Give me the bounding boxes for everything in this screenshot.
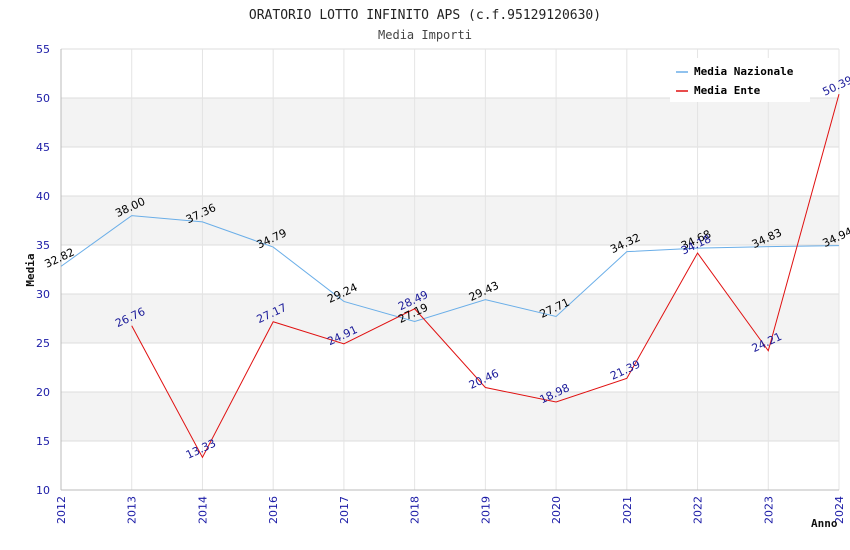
y-tick-label: 20 xyxy=(36,386,50,399)
series-lines xyxy=(60,94,840,459)
background-band xyxy=(61,294,839,343)
x-tick-label: 2019 xyxy=(479,496,492,524)
x-tick-label: 2013 xyxy=(126,496,139,524)
chart-subtitle: Media Importi xyxy=(378,28,472,42)
y-tick-label: 45 xyxy=(36,141,50,154)
y-tick-label: 15 xyxy=(36,435,50,448)
y-tick-label: 40 xyxy=(36,190,50,203)
x-tick-label: 2024 xyxy=(833,496,846,524)
x-tick-label: 2023 xyxy=(762,496,775,524)
x-axis-label: Anno xyxy=(811,517,838,530)
background-band xyxy=(61,98,839,147)
x-tick-label: 2014 xyxy=(196,496,209,524)
y-tick-label: 50 xyxy=(36,92,50,105)
plot-background-bands xyxy=(61,98,839,441)
y-axis-label: Media xyxy=(24,253,37,286)
y-tick-label: 25 xyxy=(36,337,50,350)
x-tick-label: 2017 xyxy=(338,496,351,524)
axes xyxy=(60,49,839,491)
series-line-media-nazionale xyxy=(60,215,840,323)
series-line-media-ente xyxy=(131,94,840,459)
y-tick-label: 55 xyxy=(36,43,50,56)
x-tick-label: 2022 xyxy=(692,496,705,524)
data-label: 50.39 xyxy=(820,73,850,98)
x-tick-label: 2016 xyxy=(267,496,280,524)
background-band xyxy=(61,392,839,441)
background-band xyxy=(61,196,839,245)
chart-title: ORATORIO LOTTO INFINITO APS (c.f.9512912… xyxy=(249,8,601,23)
data-label: 20.46 xyxy=(467,367,501,392)
legend-label-media-nazionale: Media Nazionale xyxy=(694,65,794,78)
x-tick-label: 2018 xyxy=(409,496,422,524)
y-tick-label: 30 xyxy=(36,288,50,301)
y-tick-label: 10 xyxy=(36,484,50,497)
x-tick-labels: 2012 2013 2014 2016 2017 2018 2019 2020 2021 2022… xyxy=(55,496,846,524)
y-tick-label: 35 xyxy=(36,239,50,252)
y-tick-labels: 10 15 20 25 30 35 40 45 50 55 xyxy=(36,43,50,497)
x-tick-label: 2012 xyxy=(55,496,68,524)
x-tick-label: 2020 xyxy=(550,496,563,524)
legend-label-media-ente: Media Ente xyxy=(694,84,761,97)
x-tick-label: 2021 xyxy=(621,496,634,524)
legend-box xyxy=(670,58,810,102)
legend: Media Nazionale Media Ente xyxy=(670,58,810,102)
